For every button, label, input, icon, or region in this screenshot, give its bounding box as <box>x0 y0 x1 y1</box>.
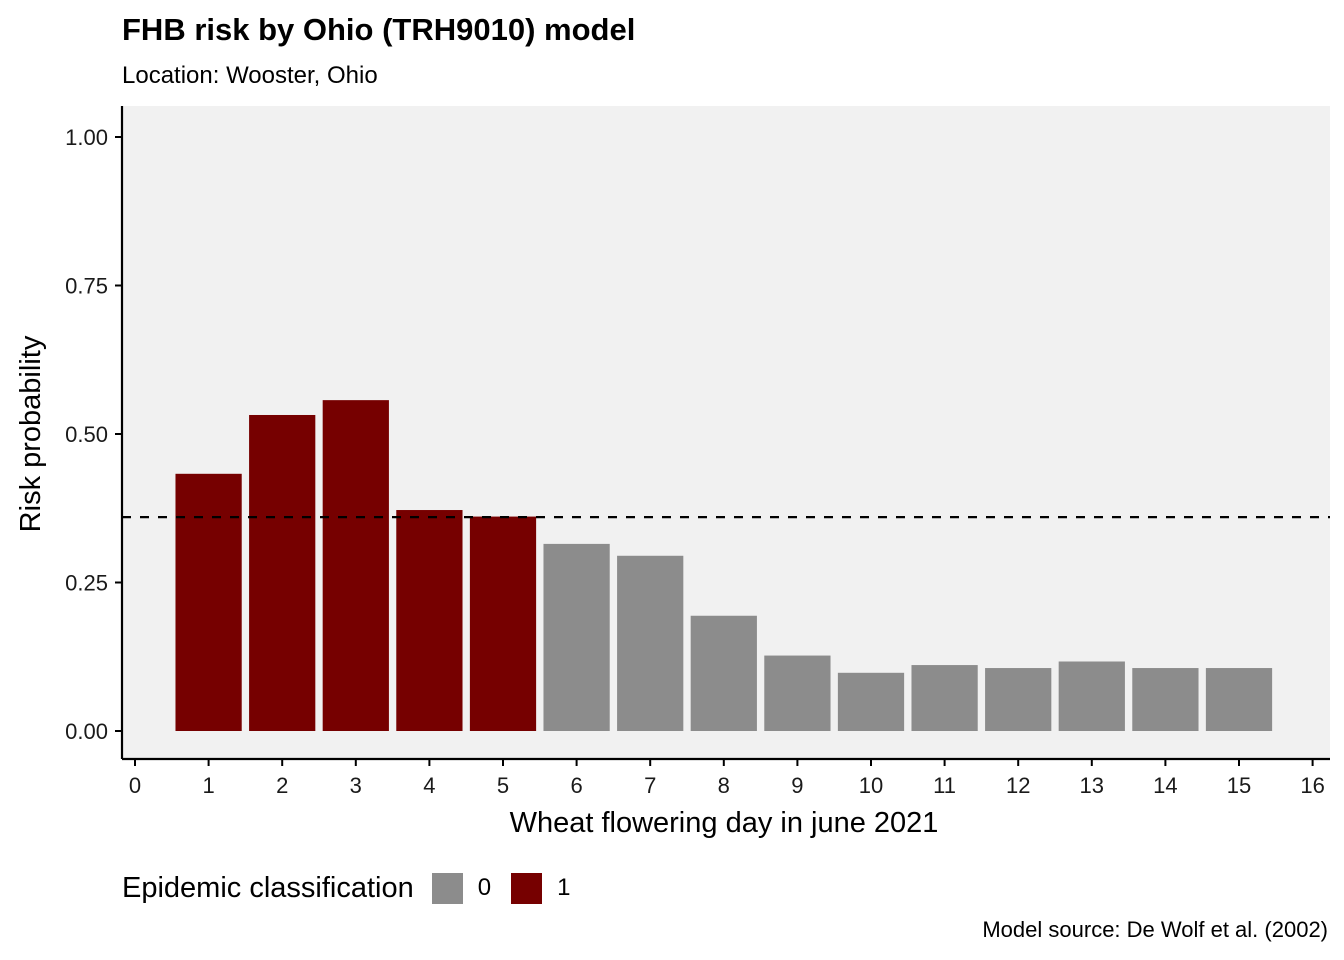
x-tick-label: 3 <box>350 773 362 798</box>
bar-day-13 <box>1058 661 1125 731</box>
x-tick-label: 7 <box>644 773 656 798</box>
legend-label-class-0: 0 <box>477 874 492 901</box>
bar-day-10 <box>837 672 905 731</box>
bar-day-9 <box>764 655 831 731</box>
chart-subtitle: Location: Wooster, Ohio <box>122 62 378 89</box>
y-tick-label: 1.00 <box>65 125 108 150</box>
y-tick-label: 0.00 <box>65 719 108 744</box>
x-axis-ticks: 0 1 2 3 4 5 6 7 8 9 10 11 12 13 14 15 16 <box>129 759 1325 798</box>
bar-day-2 <box>249 414 316 731</box>
bar-day-7 <box>617 555 684 731</box>
bar-day-3 <box>322 400 389 731</box>
x-tick-label: 13 <box>1080 773 1104 798</box>
bar-day-8 <box>690 615 757 731</box>
x-tick-label: 10 <box>859 773 883 798</box>
legend-key-class-0 <box>431 872 463 904</box>
y-axis-title: Risk probability <box>15 335 47 532</box>
chart-title: FHB risk by Ohio (TRH9010) model <box>122 12 636 47</box>
x-tick-label: 1 <box>202 773 214 798</box>
x-tick-label: 9 <box>791 773 803 798</box>
x-tick-label: 15 <box>1227 773 1251 798</box>
x-tick-label: 5 <box>497 773 509 798</box>
legend-label-class-1: 1 <box>557 874 571 901</box>
y-tick-label: 0.50 <box>65 422 108 447</box>
x-tick-label: 16 <box>1300 773 1324 798</box>
bar-day-5 <box>469 516 537 731</box>
y-tick-label: 0.25 <box>65 571 108 596</box>
bar-day-15 <box>1205 668 1273 731</box>
x-tick-label: 8 <box>718 773 730 798</box>
x-axis-title: Wheat flowering day in june 2021 <box>510 807 939 839</box>
bar-day-1 <box>175 473 242 731</box>
chart-caption: Model source: De Wolf et al. (2002) <box>982 917 1328 942</box>
x-tick-label: 11 <box>933 773 956 798</box>
x-tick-label: 14 <box>1153 773 1177 798</box>
bar-day-4 <box>396 510 463 731</box>
legend-key-class-1 <box>511 872 543 904</box>
bar-day-12 <box>985 668 1052 731</box>
y-axis-ticks: 0.00 0.25 0.50 0.75 1.00 <box>65 125 122 744</box>
y-tick-label: 0.75 <box>65 274 108 299</box>
x-tick-label: 0 <box>129 773 141 798</box>
x-tick-label: 6 <box>570 773 582 798</box>
bar-day-11 <box>911 665 978 731</box>
x-tick-label: 12 <box>1006 773 1030 798</box>
legend: Epidemic classification 0 1 <box>122 868 590 908</box>
bar-day-14 <box>1132 668 1199 731</box>
bar-day-6 <box>543 543 610 731</box>
x-tick-label: 4 <box>423 773 435 798</box>
x-tick-label: 2 <box>276 773 288 798</box>
legend-title: Epidemic classification <box>122 871 414 904</box>
